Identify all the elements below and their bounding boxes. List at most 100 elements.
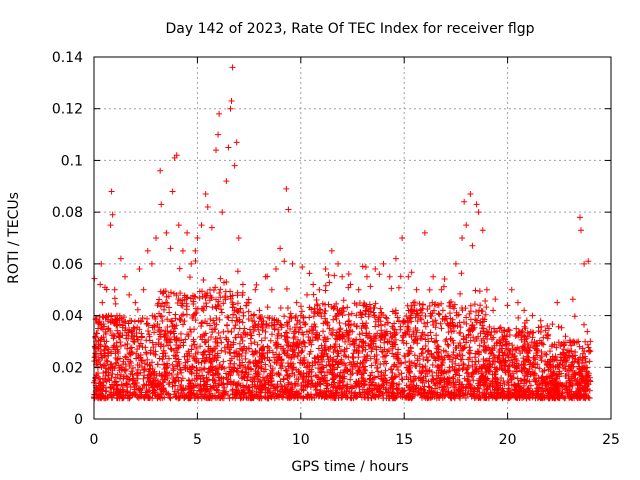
data-point — [222, 348, 229, 355]
data-point — [545, 331, 552, 338]
data-point — [332, 341, 339, 348]
data-point — [97, 386, 104, 393]
data-point — [117, 342, 124, 349]
data-point — [107, 222, 114, 229]
data-point — [429, 299, 436, 306]
data-point — [284, 360, 291, 367]
data-point — [222, 288, 229, 295]
data-point — [229, 64, 236, 71]
data-point — [220, 358, 227, 365]
data-point — [432, 357, 439, 364]
data-point — [447, 390, 454, 397]
data-point — [450, 339, 457, 346]
data-point — [148, 260, 155, 267]
data-point — [197, 381, 204, 388]
data-point — [282, 336, 289, 343]
data-point — [321, 334, 328, 341]
data-point — [351, 392, 358, 399]
data-point — [552, 363, 559, 370]
data-point — [114, 356, 121, 363]
data-point — [516, 328, 523, 335]
data-point — [178, 312, 185, 319]
data-point — [513, 384, 520, 391]
data-point — [349, 353, 356, 360]
data-point — [447, 336, 454, 343]
data-point — [539, 385, 546, 392]
data-point — [207, 322, 214, 329]
data-point — [173, 152, 180, 159]
data-point — [476, 389, 483, 396]
data-point — [417, 306, 424, 313]
data-point — [178, 387, 185, 394]
data-point — [499, 387, 506, 394]
data-point — [94, 370, 101, 377]
data-point — [373, 335, 380, 342]
data-point — [245, 308, 252, 315]
data-point — [345, 284, 352, 291]
data-point — [572, 390, 579, 397]
data-point — [452, 360, 459, 367]
data-point — [471, 354, 478, 361]
data-point — [376, 389, 383, 396]
data-point — [179, 247, 186, 254]
data-point — [144, 388, 151, 395]
data-point — [169, 361, 176, 368]
data-point — [473, 201, 480, 208]
data-point — [104, 376, 111, 383]
data-point — [432, 385, 439, 392]
data-point — [190, 298, 197, 305]
data-point — [252, 347, 259, 354]
data-point — [559, 389, 566, 396]
data-point — [320, 378, 327, 385]
data-point — [136, 326, 143, 333]
data-point — [584, 341, 591, 348]
data-point — [499, 394, 506, 401]
data-point — [166, 394, 173, 401]
data-point — [228, 328, 235, 335]
data-point — [202, 388, 209, 395]
data-point — [363, 330, 370, 337]
data-point — [422, 373, 429, 380]
data-point — [162, 288, 169, 295]
data-point — [431, 307, 438, 314]
data-point — [368, 335, 375, 342]
data-point — [232, 334, 239, 341]
data-point — [330, 316, 337, 323]
data-point — [258, 365, 265, 372]
data-point — [306, 270, 313, 277]
data-point — [426, 286, 433, 293]
data-point — [226, 349, 233, 356]
data-point — [295, 344, 302, 351]
data-point — [521, 372, 528, 379]
data-point — [568, 364, 575, 371]
data-point — [381, 375, 388, 382]
data-point — [186, 352, 193, 359]
data-point — [585, 258, 592, 265]
data-point — [122, 273, 129, 280]
data-point — [572, 349, 579, 356]
data-point — [473, 365, 480, 372]
data-point — [269, 349, 276, 356]
data-point — [304, 359, 311, 366]
data-point — [181, 292, 188, 299]
data-point — [463, 366, 470, 373]
data-point — [210, 376, 217, 383]
data-point — [272, 339, 279, 346]
data-point — [158, 313, 165, 320]
data-point — [429, 362, 436, 369]
data-point — [292, 381, 299, 388]
data-point — [154, 377, 161, 384]
data-point — [312, 355, 319, 362]
data-point — [313, 296, 320, 303]
data-point — [290, 339, 297, 346]
data-point — [390, 363, 397, 370]
data-point — [326, 279, 333, 286]
data-point — [322, 307, 329, 314]
data-point — [456, 372, 463, 379]
data-point — [457, 324, 464, 331]
data-point — [235, 350, 242, 357]
data-point — [218, 306, 225, 313]
data-point — [208, 392, 215, 399]
data-point — [467, 390, 474, 397]
data-point — [260, 368, 267, 375]
